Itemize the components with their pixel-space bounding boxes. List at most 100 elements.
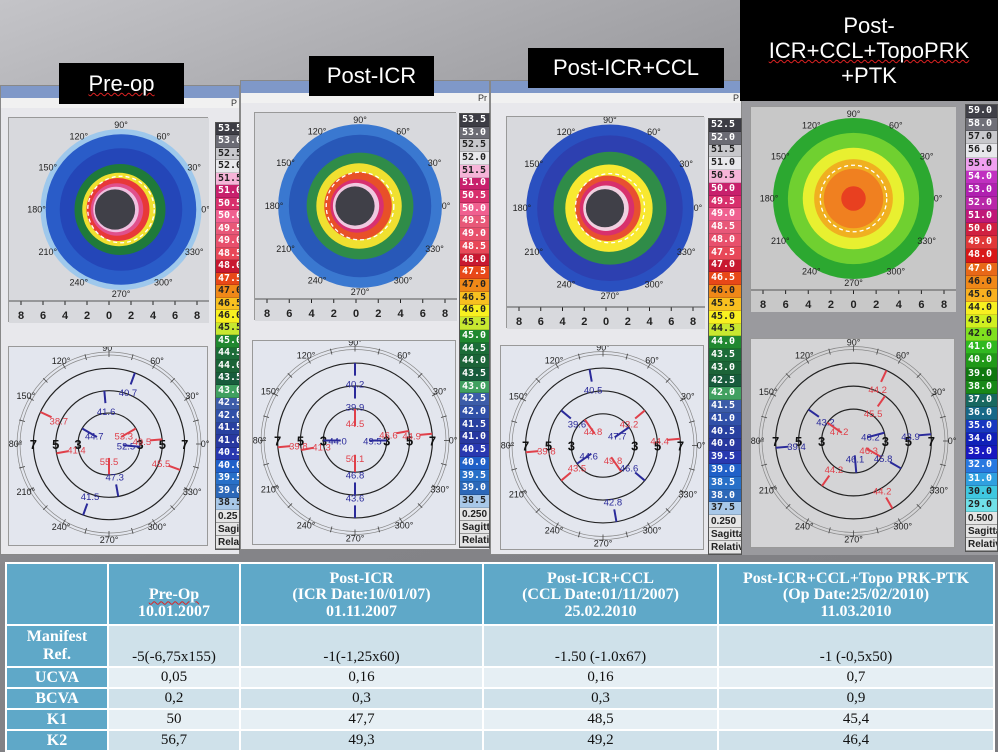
scale-cell: 54.0 (966, 170, 997, 184)
polar-angle-label: 0° (201, 439, 209, 449)
meridian-marker (807, 408, 820, 418)
table-row-bcva: BCVA 0,2 0,3 0,3 0,9 (5, 687, 995, 710)
axis-tick-label: 8 (690, 316, 696, 328)
axis-tick-label: 2 (581, 316, 587, 328)
scale-cell: 40.0 (966, 354, 997, 368)
angle-label: 150° (276, 158, 295, 168)
topography-map-preop: 90° 60° 30° 0° 330° 300° 270° 240° 210° 180° 150° 1… (8, 117, 210, 323)
scale-cell: 43.0 (709, 361, 741, 375)
axis-tick-label: 6 (286, 308, 292, 320)
angle-label: 180° (27, 205, 46, 215)
scale-cell: 37.5 (709, 502, 741, 516)
meridian-value-label: 40.2 (346, 380, 365, 391)
angle-label: 90° (353, 115, 367, 125)
polar-angle-label: 0° (449, 436, 457, 446)
meridian-value-label: 42.8 (604, 497, 623, 508)
meridian-value-label: 49.8 (604, 456, 623, 467)
scale-cell: 40.5 (216, 447, 239, 461)
polar-tick (916, 373, 922, 378)
meridian-marker (634, 409, 646, 420)
scale-cell: 44.0 (460, 355, 489, 369)
scale-cell: 39.5 (460, 469, 489, 483)
header-cell-post-icr: Post-ICR (ICR Date:10/01/07) 01.11.2007 (239, 562, 484, 626)
axis-tick-label: 2 (84, 310, 90, 322)
scale-cell: 42.0 (216, 410, 239, 423)
polar-ring-label: 5 (406, 434, 413, 449)
table-cell: -5(-6,75x155) (107, 624, 241, 668)
header-cell-post-icr-ccl: Post-ICR+CCL (CCL Date:01/11/2007) 25.02… (482, 562, 719, 626)
polar-ring-outer (775, 362, 932, 520)
header-line: 25.02.2010 (564, 603, 637, 621)
scale-cell: 49.0 (216, 235, 239, 248)
meridian-value-label: 44.9 (402, 432, 421, 443)
table-row-k1: K1 50 47,7 48,5 45,4 (5, 708, 995, 731)
polar-angle-label: 180° (9, 439, 23, 449)
scale-type-label: Sagittal (460, 520, 489, 534)
meridian-value-label: 44.4 (650, 437, 669, 448)
meridian-marker (560, 409, 572, 420)
meridian-value-label: 52.5 (117, 441, 136, 452)
pupil-outline (819, 164, 888, 233)
header-line: Post-ICR+CCL (547, 569, 654, 587)
color-scale-post-topoprk: 59.0 58.0 57.0 56.0 55.0 54.0 53.0 52.0 51.0 50.0… (965, 104, 998, 552)
polar-tick (131, 527, 134, 534)
color-scale-post-icr: 53.5 53.0 52.5 52.0 51.5 51.0 50.5 50.0 49.5 49.0… (459, 113, 490, 548)
polar-angle-label: 270° (346, 534, 365, 544)
meridian-value-label: 44.2 (873, 487, 892, 498)
scale-cell: 51.5 (460, 164, 489, 178)
polar-angle-label: 150° (759, 387, 778, 397)
meridian-marker (82, 503, 89, 516)
meridian-value-label: 49.5 (363, 437, 382, 448)
topography-map-post-icr-ccl: 90° 60° 30° 0° 330° 300° 270° 240° 210° 180° 150° 1… (506, 115, 705, 329)
meridian-value-label: 41.3 (312, 442, 331, 453)
meridian-value-label: 46.8 (346, 470, 365, 481)
polar-ring-inner (570, 413, 636, 478)
polar-tick (431, 484, 438, 489)
color-scale-post-icr-ccl: 52.5 52.0 51.5 51.0 50.5 50.0 49.5 49.0 48.5 48.0… (708, 118, 742, 555)
polar-svg: 90° 60° 30° 0° 330° 300° 270° 240° 210° 180° 150° 1… (746, 338, 957, 545)
meridian-value-label: 45.5 (864, 409, 883, 420)
meridian-value-label: 44.2 (825, 465, 844, 476)
title-line: +PTK (841, 63, 897, 89)
meridian-value-label: 43.2 (816, 417, 835, 428)
meridian-marker (918, 433, 932, 437)
pupil-outline (325, 171, 395, 241)
meridian-value-label: 40.5 (584, 386, 603, 397)
axis-tick-label: 6 (172, 310, 178, 322)
polar-tick (785, 504, 791, 509)
polar-tick (192, 466, 199, 469)
scale-cell: 47.5 (709, 246, 741, 260)
scale-cell: 38.0 (966, 380, 997, 394)
scale-cell: 45.0 (966, 288, 997, 302)
polar-ring-label: 5 (905, 434, 912, 449)
axis-tick-label: 6 (538, 316, 544, 328)
table-cell: 0,16 (239, 666, 484, 689)
polar-ring-label: 7 (429, 434, 436, 449)
axis-tick-label: 0 (603, 316, 609, 328)
scale-cell: 49.5 (216, 222, 239, 236)
meridian-value-label: 47.2 (830, 427, 849, 438)
map-color-zone (335, 186, 375, 226)
polar-tick (578, 353, 581, 360)
meridian-marker (610, 456, 622, 473)
polar-angle-label: 330° (929, 485, 948, 495)
polar-angle-label: 210° (261, 485, 280, 495)
header-cell-empty (5, 562, 109, 626)
header-line: (CCL Date:01/11/2007) (522, 586, 679, 604)
angle-label: 30° (679, 159, 693, 169)
menu-bar: P (491, 93, 741, 103)
angle-label: 330° (425, 244, 444, 254)
row-label-line: Manifest (26, 628, 88, 645)
table-cell: -1 (-0,5x50) (717, 624, 995, 668)
polar-tick (876, 348, 879, 355)
header-line: 11.03.2010 (820, 603, 892, 621)
meridian-marker (775, 445, 789, 449)
meridian-marker (885, 496, 894, 509)
table-cell: 49,2 (482, 729, 719, 752)
polar-tick (897, 518, 902, 524)
angle-label: 90° (114, 120, 128, 130)
meridian-marker (613, 509, 618, 522)
angle-label: 330° (677, 247, 696, 257)
scale-cell: 43.0 (216, 385, 239, 398)
scale-cell: 29.0 (966, 498, 997, 512)
